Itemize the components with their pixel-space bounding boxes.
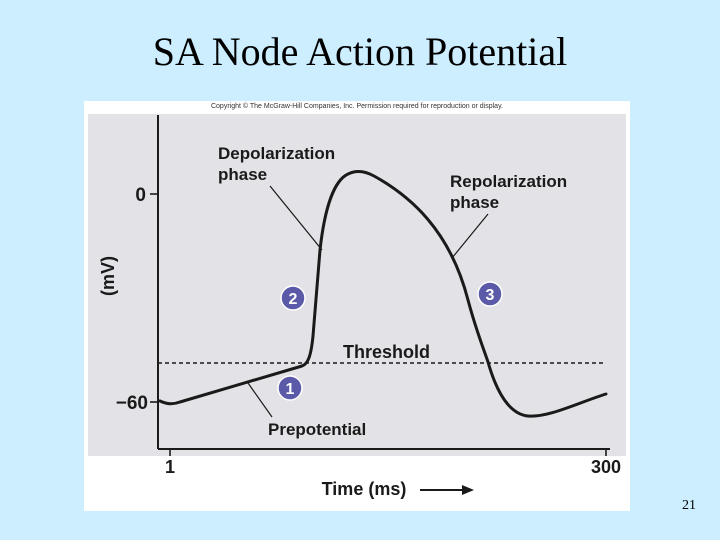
slide-title: SA Node Action Potential <box>152 29 568 74</box>
y-axis-label: (mV) <box>98 256 118 296</box>
depolarization-label-line1: Depolarization <box>218 144 335 163</box>
threshold-label: Threshold <box>343 342 430 362</box>
y-tick-60-label: −60 <box>116 393 148 414</box>
prepotential-label: Prepotential <box>268 420 366 439</box>
repolarization-label-line2: phase <box>450 193 499 212</box>
copyright-notice: Copyright © The McGraw-Hill Companies, I… <box>210 103 503 110</box>
repolarization-label-line1: Repolarization <box>450 172 567 191</box>
depolarization-pointer <box>269 185 323 251</box>
prepotential-pointer <box>247 382 273 418</box>
x-axis-label: Time (ms) <box>322 479 407 499</box>
time-arrow-head <box>462 485 474 495</box>
slide-number: 21 <box>682 498 696 513</box>
x-tick-300-label: 300 <box>591 457 621 477</box>
x-tick-1-label: 1 <box>165 457 175 477</box>
phase-1-badge: 1 <box>277 375 303 401</box>
depolarization-label-line2: phase <box>218 165 267 184</box>
repolarization-pointer <box>451 213 489 259</box>
phase-3-badge: 3 <box>477 281 503 307</box>
phase-2-number: 2 <box>289 291 298 308</box>
figure-frame: Copyright © The McGraw-Hill Companies, I… <box>84 101 630 511</box>
phase-1-number: 1 <box>286 381 295 398</box>
y-tick-0-label: 0 <box>135 185 146 206</box>
phase-3-number: 3 <box>486 287 495 304</box>
phase-2-badge: 2 <box>280 285 306 311</box>
action-potential-curve <box>158 170 608 418</box>
